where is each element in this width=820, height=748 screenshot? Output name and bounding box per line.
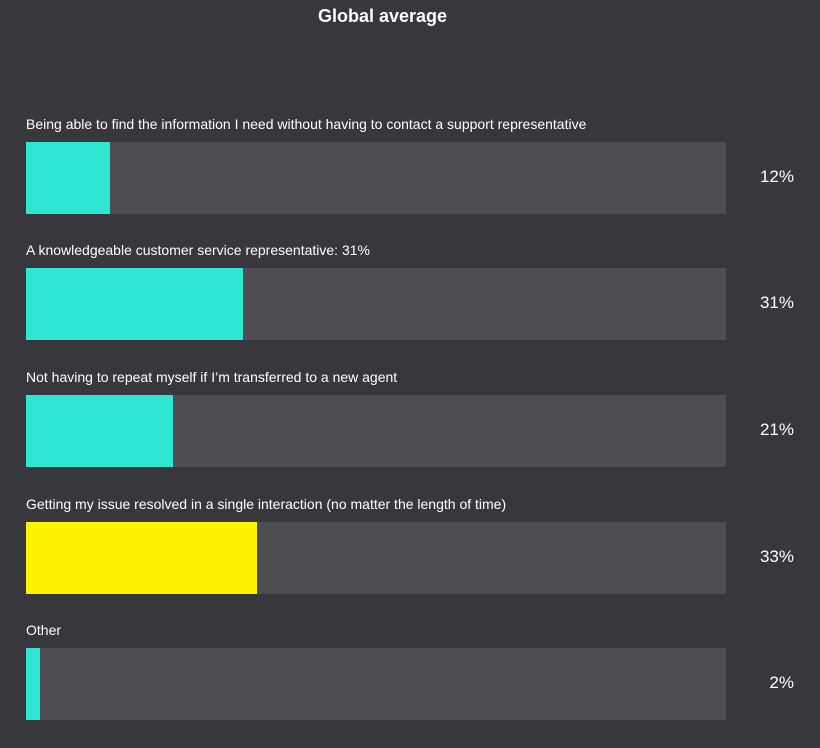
bar-track xyxy=(26,395,726,467)
bar-row: A knowledgeable customer service represe… xyxy=(26,242,806,342)
bar-row: Other 2% xyxy=(26,622,806,722)
bar-value-label: 2% xyxy=(769,673,794,692)
bar-category-label: Getting my issue resolved in a single in… xyxy=(26,496,507,512)
bar-row: Getting my issue resolved in a single in… xyxy=(26,496,806,596)
bar-track xyxy=(26,522,726,594)
bar-category-label: A knowledgeable customer service represe… xyxy=(26,242,370,258)
bar-category-label: Being able to find the information I nee… xyxy=(26,116,587,132)
bar-value-label: 21% xyxy=(759,420,794,439)
bar-value-label: 12% xyxy=(759,167,794,186)
chart-title: Global average xyxy=(317,6,448,26)
bar-category-label: Other xyxy=(26,622,62,638)
bar xyxy=(26,648,40,720)
bar-value-label: 31% xyxy=(759,293,794,312)
bar-value-label: 33% xyxy=(759,547,794,566)
bar xyxy=(26,522,257,594)
bar-track xyxy=(26,268,726,340)
bar xyxy=(26,142,110,214)
bar xyxy=(26,395,173,467)
bar-track xyxy=(26,648,726,720)
bar-category-label: Not having to repeat myself if I’m trans… xyxy=(26,369,398,385)
bar xyxy=(26,268,243,340)
bar-row: Not having to repeat myself if I’m trans… xyxy=(26,369,806,469)
bar-row: Being able to find the information I nee… xyxy=(26,116,806,216)
bar-track xyxy=(26,142,726,214)
